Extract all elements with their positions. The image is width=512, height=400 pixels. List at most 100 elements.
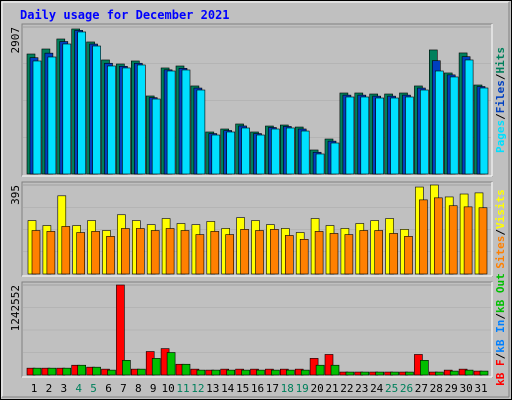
x-tick-label: 27 <box>415 382 428 395</box>
x-tick-label: 30 <box>459 382 472 395</box>
bar <box>464 369 474 376</box>
bar <box>330 142 340 175</box>
x-tick-label: 5 <box>90 382 97 395</box>
x-tick-label: 16 <box>251 382 264 395</box>
y-tick-label: 395 <box>9 185 22 205</box>
bar <box>195 234 205 275</box>
bar <box>241 127 250 175</box>
bar <box>479 370 489 376</box>
x-tick-label: 3 <box>60 382 67 395</box>
legend-entry: kB Out <box>494 273 507 313</box>
bar <box>62 43 72 175</box>
bar <box>449 370 459 376</box>
bar <box>210 231 220 275</box>
bar <box>285 369 295 376</box>
bar <box>77 31 86 175</box>
legend-separator: / <box>494 352 507 359</box>
x-tick-label: 12 <box>191 382 204 395</box>
bar <box>225 234 234 275</box>
chart-title: Daily usage for December 2021 <box>20 8 230 22</box>
bar <box>464 59 474 175</box>
x-tick-label: 8 <box>135 382 142 395</box>
bar <box>315 153 325 175</box>
bar <box>420 360 429 376</box>
bar <box>344 234 354 275</box>
x-tick-label: 10 <box>161 382 174 395</box>
bar <box>434 371 444 376</box>
x-tick-label: 21 <box>325 382 338 395</box>
bar <box>136 228 145 275</box>
bar <box>314 231 324 275</box>
bar <box>404 236 413 275</box>
legend-entry: Files <box>494 80 507 113</box>
bar <box>121 228 130 275</box>
bar <box>137 368 146 376</box>
bar <box>433 197 443 275</box>
x-tick-label: 6 <box>105 382 112 395</box>
y-tick-label: 1242552 <box>9 285 22 331</box>
bar <box>61 226 71 275</box>
legend-separator: / <box>494 313 507 320</box>
legend-separator: / <box>494 229 507 236</box>
x-tick-label: 9 <box>150 382 157 395</box>
legend: kB F/kB In/kB Out <box>494 273 507 386</box>
bar <box>106 236 115 275</box>
bar <box>122 67 131 175</box>
bar <box>92 366 101 376</box>
bar <box>300 130 310 175</box>
bar <box>32 367 42 376</box>
bar <box>284 235 294 275</box>
x-tick-label: 28 <box>430 382 443 395</box>
bar <box>345 371 355 376</box>
legend: Pages/Files/Hits <box>494 47 507 153</box>
legend-entry: Hits <box>494 47 507 74</box>
x-tick-label: 2 <box>46 382 53 395</box>
legend-entry: Pages <box>494 120 507 153</box>
bar <box>375 371 385 376</box>
bar <box>76 232 85 275</box>
bar <box>107 65 116 175</box>
legend-entry: Sites <box>494 236 507 269</box>
bar <box>270 229 279 275</box>
bar <box>390 371 399 376</box>
bar <box>226 369 235 376</box>
bar <box>479 87 489 175</box>
bar <box>329 233 339 275</box>
bar <box>77 364 86 376</box>
bar <box>324 354 334 376</box>
bar <box>449 76 459 175</box>
bar <box>211 369 221 376</box>
bar <box>285 127 295 175</box>
bar <box>434 70 444 175</box>
bar <box>47 56 57 175</box>
x-tick-label: 25 <box>385 382 398 395</box>
legend: Sites/Visits <box>494 189 507 269</box>
bar <box>271 369 280 376</box>
bar <box>419 199 428 275</box>
bar <box>62 367 72 376</box>
bar <box>226 131 235 175</box>
bar <box>359 230 369 275</box>
bar <box>47 367 57 376</box>
legend-separator: / <box>494 73 507 80</box>
bar <box>107 369 116 376</box>
bar <box>256 134 265 175</box>
bar <box>151 358 161 376</box>
bar <box>405 371 414 376</box>
legend-entry: Visits <box>494 189 507 229</box>
bar <box>211 134 221 175</box>
bar <box>360 371 370 376</box>
bar <box>92 45 101 175</box>
x-tick-label: 19 <box>296 382 309 395</box>
bar <box>150 230 160 275</box>
bar <box>165 228 175 275</box>
x-tick-label: 24 <box>370 382 384 395</box>
bar <box>196 369 206 376</box>
x-tick-label: 15 <box>236 382 249 395</box>
bar <box>374 230 384 275</box>
bar <box>180 230 190 275</box>
bar <box>478 207 488 275</box>
x-tick-label: 7 <box>120 382 127 395</box>
legend-entry: kB F <box>494 359 507 386</box>
